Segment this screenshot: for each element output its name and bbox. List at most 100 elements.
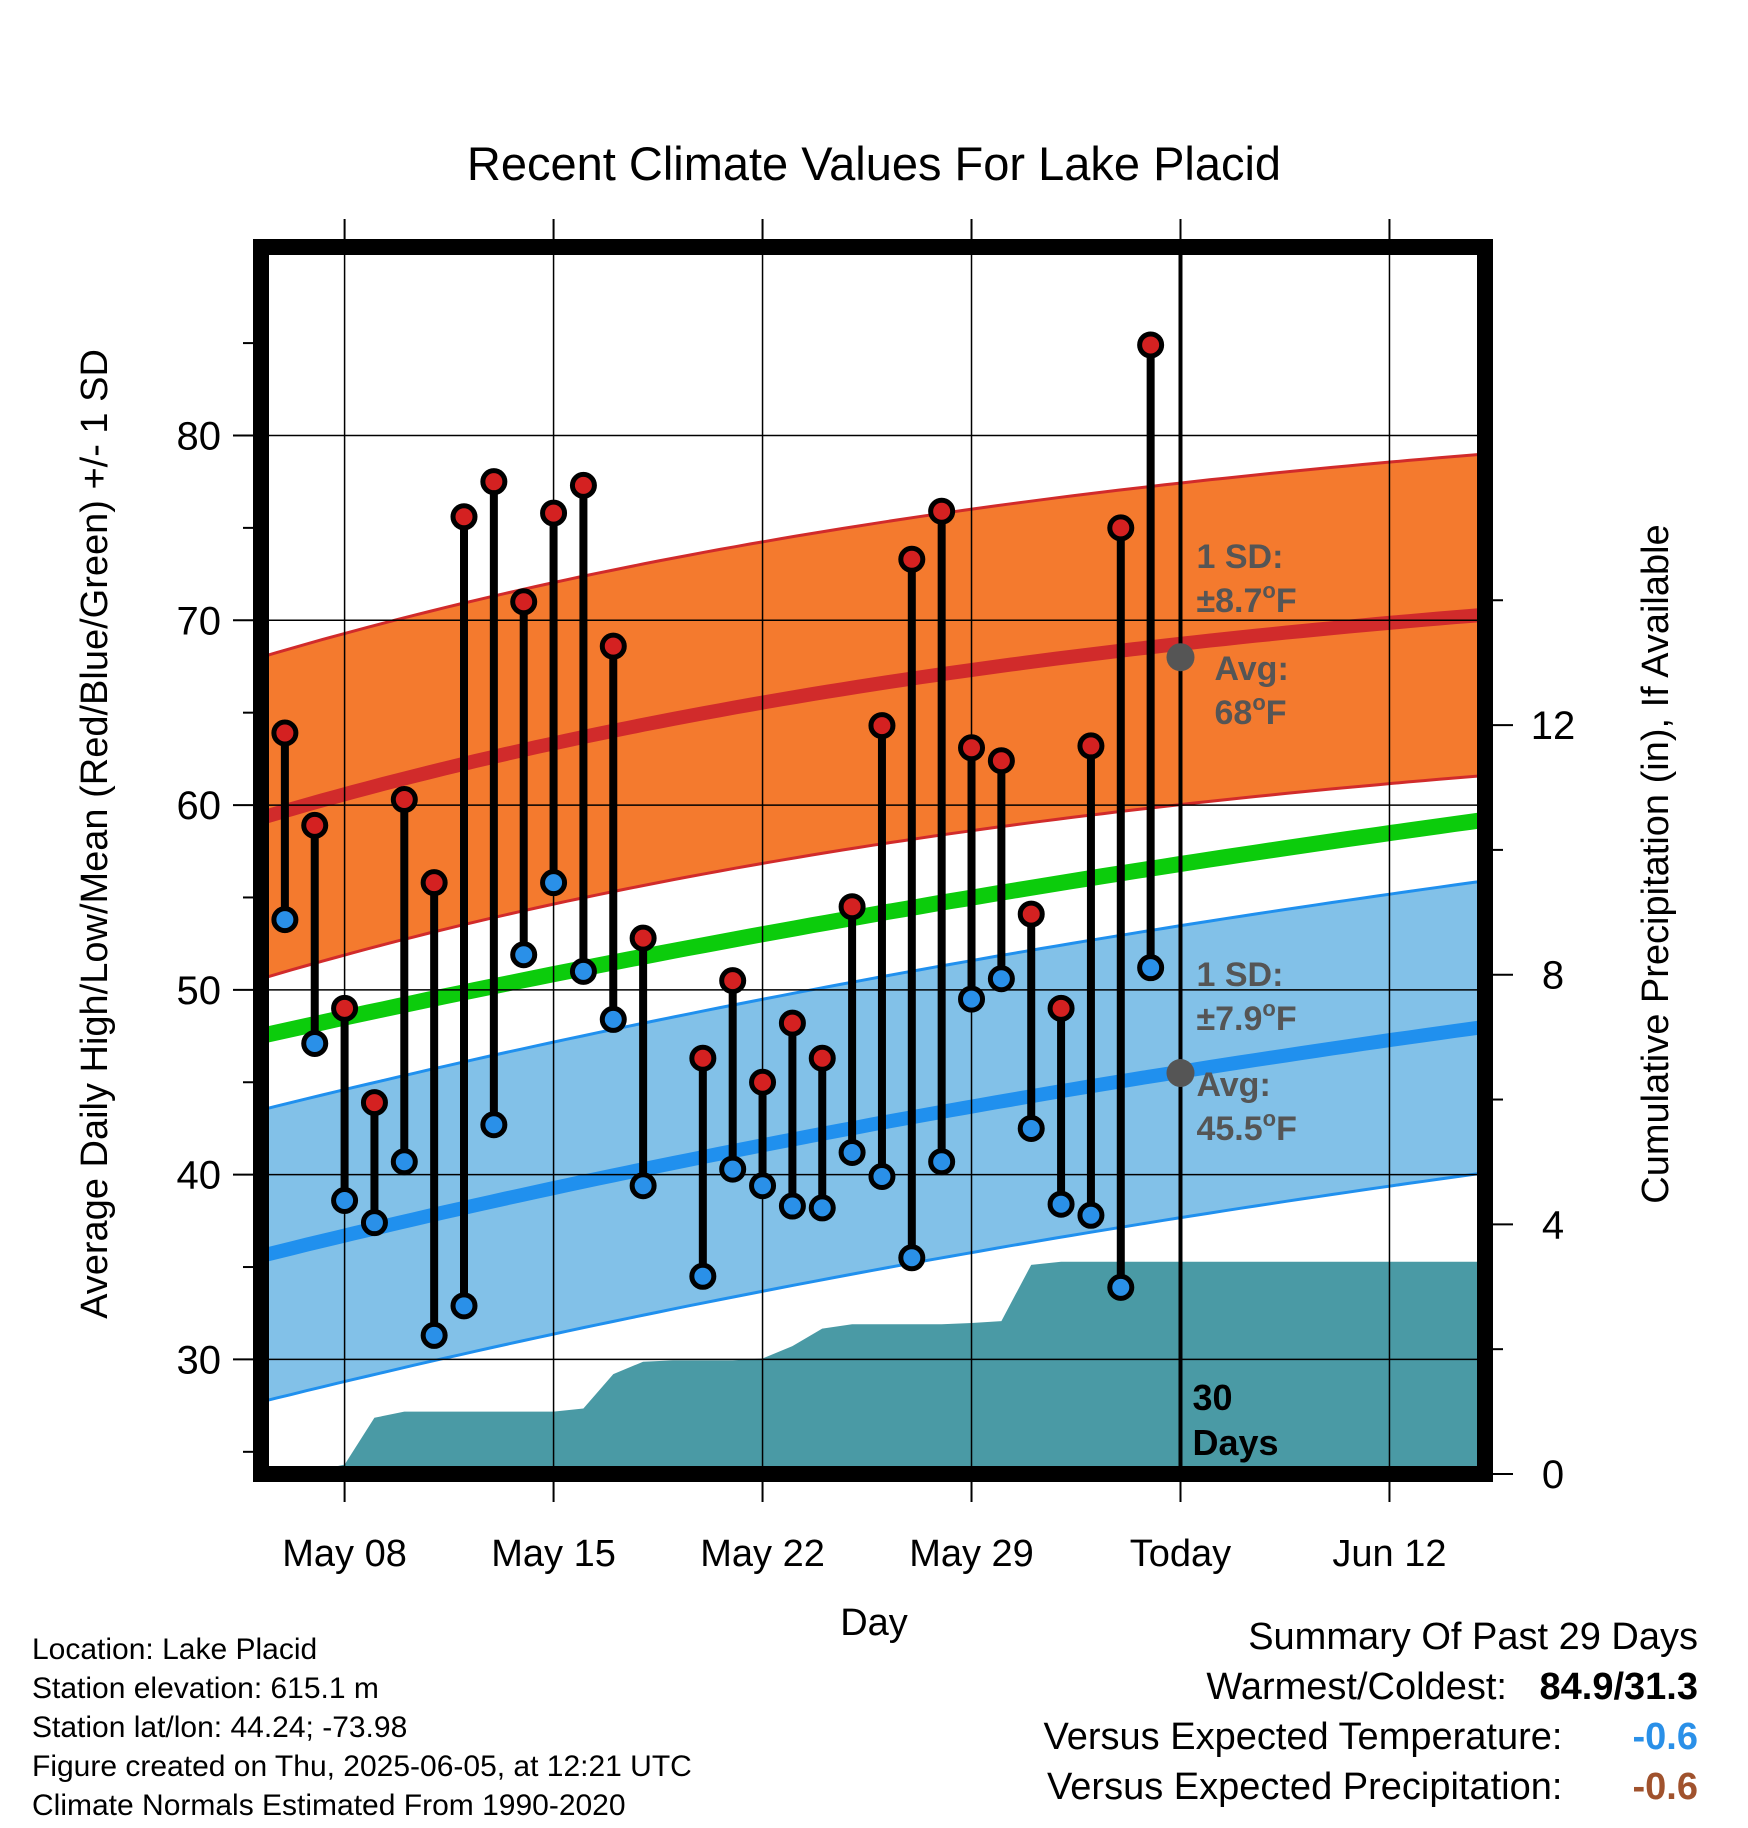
low-sd-value: ±7.9oF (1196, 996, 1296, 1038)
daily-high-point (450, 503, 478, 531)
daily-high-point (569, 471, 597, 499)
daily-high-point (420, 869, 448, 897)
station-info: Location: Lake Placid Station elevation:… (32, 1630, 692, 1825)
daily-low-point (331, 1187, 359, 1215)
y-tick-label: 50 (177, 969, 222, 1013)
daily-low-point (599, 1005, 627, 1033)
info-normals: Climate Normals Estimated From 1990-2020 (32, 1789, 626, 1822)
today-low-avg-marker (1166, 1059, 1195, 1088)
high-avg-label: Avg: (1214, 650, 1288, 688)
daily-high-point (301, 811, 329, 839)
top-axis (343, 219, 1391, 239)
daily-high-point (778, 1009, 806, 1037)
low-avg-value-value: 45.5 (1196, 1110, 1262, 1148)
low-avg-label: Avg: (1196, 1066, 1270, 1104)
daily-high-point (540, 499, 568, 527)
daily-high-point (958, 734, 986, 762)
daily-high-point (1047, 994, 1075, 1022)
summary-heading: Summary Of Past 29 Days (1248, 1616, 1698, 1658)
daily-high-point (868, 712, 896, 740)
daily-low-point (420, 1321, 448, 1349)
x-tick-label: Jun 12 (1332, 1533, 1446, 1575)
daily-high-point (838, 893, 866, 921)
daily-high-point (808, 1044, 836, 1072)
precip-value: -0.6 (1632, 1766, 1698, 1808)
daily-low-point (450, 1292, 478, 1320)
high-sd-label: 1 SD: (1196, 538, 1283, 576)
daily-high-point (719, 967, 747, 995)
daily-high-point (271, 719, 299, 747)
high-sd-value-unit: F (1276, 582, 1297, 620)
daily-low-point (719, 1155, 747, 1183)
daily-high-point (360, 1089, 388, 1117)
high-avg-value-degree: o (1252, 690, 1265, 715)
x-tick-label: May 08 (282, 1533, 407, 1575)
low-avg-value: 45.5oF (1196, 1106, 1296, 1148)
daily-low-point (1047, 1190, 1075, 1218)
daily-low-point (898, 1244, 926, 1272)
daily-low-point (928, 1148, 956, 1176)
high-avg-value-unit: F (1266, 694, 1287, 732)
info-location: Location: Lake Placid (32, 1633, 318, 1666)
info-created: Figure created on Thu, 2025-06-05, at 12… (32, 1750, 692, 1783)
high-sd-value-degree: o (1262, 578, 1275, 603)
daily-low-point (1107, 1273, 1135, 1301)
low-sd-value-degree: o (1262, 996, 1275, 1021)
y2-tick-label: 4 (1542, 1203, 1564, 1247)
y-tick-label: 40 (177, 1154, 222, 1198)
daily-low-point (271, 906, 299, 934)
daily-high-point (1137, 331, 1165, 359)
daily-high-point (510, 588, 538, 616)
temp-label: Versus Expected Temperature: (1043, 1716, 1563, 1758)
right-axis: 0 4 8 12 (1493, 599, 1576, 1497)
daily-low-point (629, 1172, 657, 1200)
daily-high-point (689, 1044, 717, 1072)
summary-warm-cold: Warmest/Coldest: 84.9/31.3 (1044, 1662, 1698, 1712)
y2-tick-label: 12 (1531, 704, 1576, 748)
daily-low-point (540, 869, 568, 897)
daily-high-point (749, 1068, 777, 1096)
low-avg-value-degree: o (1263, 1106, 1276, 1131)
daily-low-point (987, 965, 1015, 993)
y-tick-label: 60 (177, 784, 222, 828)
daily-high-point (629, 924, 657, 952)
x-tick-label: May 29 (909, 1533, 1034, 1575)
y2-tick-label: 0 (1542, 1453, 1564, 1497)
y-tick-label: 70 (177, 599, 222, 643)
daily-high-point (390, 786, 418, 814)
high-sd-value: ±8.7oF (1196, 578, 1296, 620)
y-axis-label: Average Daily High/Low/Mean (Red/Blue/Gr… (74, 349, 116, 1319)
summary-temp: Versus Expected Temperature: -0.6 (1044, 1712, 1698, 1762)
daily-low-point (749, 1172, 777, 1200)
daily-low-point (301, 1029, 329, 1057)
daily-high-point (1017, 900, 1045, 928)
temp-value: -0.6 (1632, 1716, 1698, 1758)
daily-high-point (480, 468, 508, 496)
daily-low-point (1017, 1114, 1045, 1142)
y2-tick-label: 8 (1542, 954, 1564, 998)
high-avg-value-value: 68 (1214, 694, 1252, 732)
daily-low-point (838, 1138, 866, 1166)
x-tick-label: May 15 (491, 1533, 616, 1575)
daily-high-point (898, 545, 926, 573)
y-tick-label: 80 (177, 414, 222, 458)
info-latlon: Station lat/lon: 44.24; -73.98 (32, 1711, 408, 1744)
daily-low-point (808, 1194, 836, 1222)
daily-high-point (1107, 514, 1135, 542)
x-tick-label: May 22 (700, 1533, 825, 1575)
daily-bars (271, 331, 1165, 1349)
daily-low-point (778, 1192, 806, 1220)
summary-panel: Summary Of Past 29 Days Warmest/Coldest:… (1044, 1612, 1698, 1812)
warm-cold-value: 84.9/31.3 (1539, 1666, 1698, 1708)
low-avg-value-unit: F (1276, 1110, 1297, 1148)
warm-cold-label: Warmest/Coldest: (1206, 1666, 1507, 1708)
daily-low-point (1077, 1201, 1105, 1229)
x-tick-label: Today (1130, 1533, 1231, 1575)
low-sd-lower-line (261, 1171, 1485, 1404)
daily-high-point (599, 632, 627, 660)
daily-low-point (868, 1162, 896, 1190)
